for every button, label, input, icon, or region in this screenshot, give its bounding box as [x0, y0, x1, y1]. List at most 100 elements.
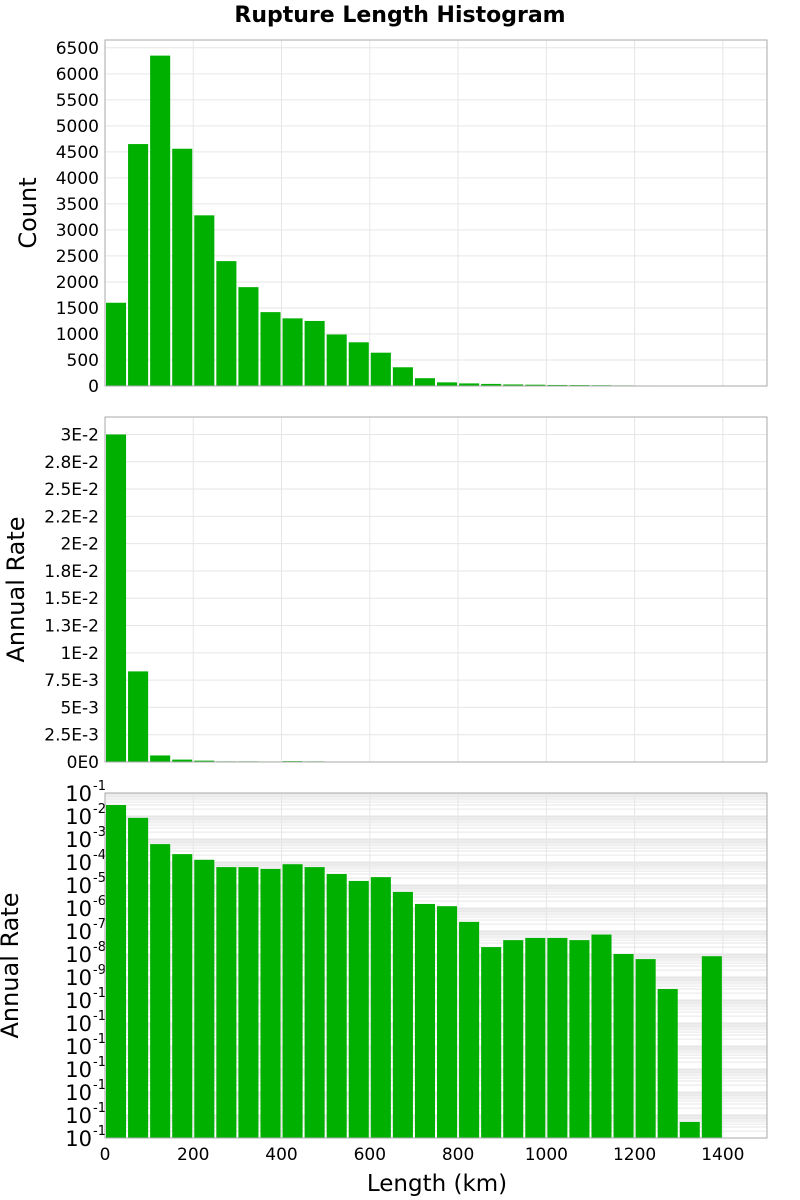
y-tick-label: 1000 [56, 325, 99, 345]
svg-text:10: 10 [65, 966, 92, 990]
histogram-bar [172, 148, 193, 386]
y-tick-label: 2.5E-3 [44, 726, 99, 746]
count-panel: 0 500 1000 1500 2000 2500 3000 3500 4000 4500 5000… [14, 39, 768, 397]
histogram-bar [370, 352, 391, 386]
svg-text:10: 10 [65, 920, 92, 944]
histogram-bar [437, 382, 458, 386]
x-tick-label: 400 [265, 1145, 297, 1165]
y-tick-label: 2500 [56, 247, 99, 267]
svg-text:10: 10 [65, 1127, 92, 1151]
histogram-bar [150, 755, 171, 762]
histogram-bar [414, 378, 435, 386]
svg-text:-9: -9 [93, 963, 106, 978]
x-tick-label: 1000 [525, 1145, 568, 1165]
y-tick-label: 6500 [56, 39, 99, 59]
svg-text:-7: -7 [93, 917, 106, 932]
x-tick-label: 200 [177, 1145, 209, 1165]
y-axis-title: Annual Rate [2, 516, 30, 662]
histogram-bar [194, 215, 215, 386]
svg-text:-5: -5 [93, 871, 106, 886]
y-tick-label: 10 -9 [65, 963, 106, 990]
svg-text:10: 10 [65, 989, 92, 1013]
histogram-bar [370, 877, 391, 1138]
histogram-bar [282, 864, 303, 1138]
svg-text:10: 10 [65, 943, 92, 967]
histogram-bar [106, 434, 127, 762]
svg-text:-8: -8 [93, 940, 106, 955]
y-tick-label: 1500 [56, 299, 99, 319]
y-tick-label: 2.2E-2 [44, 507, 99, 527]
histogram-bar [392, 367, 413, 386]
y-tick-label: 1.8E-2 [44, 562, 99, 582]
histogram-bar [348, 880, 369, 1138]
histogram-bar [260, 868, 281, 1138]
y-tick-label: 10 -7 [65, 917, 106, 944]
histogram-bar [635, 959, 656, 1138]
svg-text:10: 10 [65, 1058, 92, 1082]
histogram-bar [106, 302, 127, 386]
svg-text:10: 10 [65, 782, 92, 806]
x-axis-title: Length (km) [367, 1171, 507, 1197]
y-tick-label: 10 -2 [65, 802, 106, 829]
histogram-bar [194, 760, 215, 762]
y-tick-label: 5E-3 [60, 698, 99, 718]
histogram-bar [304, 867, 325, 1138]
histogram-bar [128, 817, 149, 1138]
x-tick-label: 600 [354, 1145, 386, 1165]
histogram-bar [216, 867, 237, 1138]
y-tick-label: 2E-2 [60, 535, 99, 555]
y-tick-label: 10 -12 [65, 1032, 114, 1059]
histogram-bar [657, 989, 678, 1138]
histogram-bar [437, 906, 458, 1138]
histogram-bar [216, 261, 237, 386]
histogram-bar [172, 854, 193, 1138]
y-tick-label: 1.5E-2 [44, 589, 99, 609]
svg-text:10: 10 [65, 1104, 92, 1128]
histogram-bar [503, 940, 524, 1138]
histogram-bar [459, 383, 480, 386]
x-tick-label: 0 [100, 1145, 111, 1165]
svg-text:10: 10 [65, 897, 92, 921]
y-tick-label: 1E-2 [60, 644, 99, 664]
svg-text:10: 10 [65, 828, 92, 852]
histogram-bar [525, 937, 546, 1138]
plot-frame [104, 792, 768, 1139]
svg-text:-2: -2 [93, 802, 106, 817]
histogram-bar [459, 921, 480, 1138]
svg-text:10: 10 [65, 1035, 92, 1059]
svg-text:10: 10 [65, 874, 92, 898]
y-tick-label: 5500 [56, 91, 99, 111]
histogram-bar [591, 934, 612, 1138]
histogram-bar [326, 874, 347, 1138]
y-tick-label: 5000 [56, 117, 99, 137]
y-tick-label: 10 -1 [65, 779, 106, 806]
svg-text:10: 10 [65, 851, 92, 875]
y-tick-label: 10 -5 [65, 871, 106, 898]
y-tick-label: 10 -6 [65, 894, 106, 921]
y-tick-label: 10 -8 [65, 940, 106, 967]
y-tick-label: 3E-2 [60, 425, 99, 445]
histogram-bar [128, 144, 149, 386]
histogram-bar [392, 891, 413, 1138]
y-tick-label: 4000 [56, 169, 99, 189]
y-tick-label: 10 -3 [65, 825, 106, 852]
histogram-bar [282, 318, 303, 386]
x-tick-label: 800 [442, 1145, 474, 1165]
rate-linear-panel: 0E0 2.5E-3 5E-3 7.5E-3 1E-2 1.3E-2 1.5E-2 1.8E-… [2, 416, 768, 773]
histogram-bar [128, 671, 149, 762]
y-tick-label: 4500 [56, 143, 99, 163]
svg-text:10: 10 [65, 805, 92, 829]
histogram-bar [238, 287, 259, 386]
rate-log-panel: 10 -110 -210 -310 -410 -510 -610 -710 -810 -910 -1… [0, 779, 768, 1165]
histogram-bar [348, 342, 369, 386]
y-tick-label: 10 -14 [65, 1078, 114, 1105]
y-tick-label: 6000 [56, 65, 99, 85]
y-tick-label: 3000 [56, 221, 99, 241]
y-tick-label: 2000 [56, 273, 99, 293]
svg-text:-3: -3 [93, 825, 106, 840]
x-tick-label: 1400 [701, 1145, 744, 1165]
histogram-bar [172, 759, 193, 762]
histogram-bar [194, 859, 215, 1138]
svg-text:-1: -1 [93, 779, 106, 794]
y-tick-label: 2.8E-2 [44, 453, 99, 473]
